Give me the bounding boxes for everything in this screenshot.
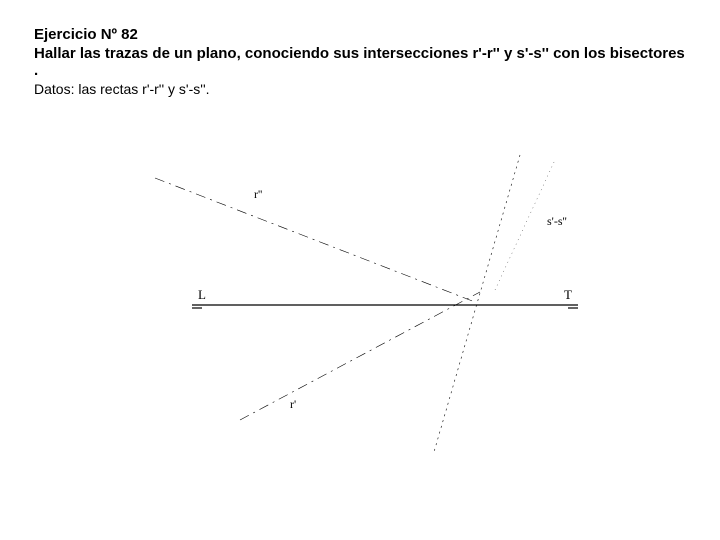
line-s (434, 155, 520, 452)
line-r2 (155, 178, 475, 302)
label-r2: r'' (254, 187, 262, 201)
line-r1 (240, 292, 480, 420)
label-r1: r' (290, 397, 296, 411)
label-L: L (198, 287, 206, 302)
page-root: Ejercicio Nº 82 Hallar las trazas de un … (0, 0, 720, 540)
line-aux (495, 160, 555, 290)
label-T: T (564, 287, 572, 302)
label-s: s'-s'' (547, 214, 567, 228)
diagram-svg: r'' r' s'-s'' L T (0, 0, 720, 540)
